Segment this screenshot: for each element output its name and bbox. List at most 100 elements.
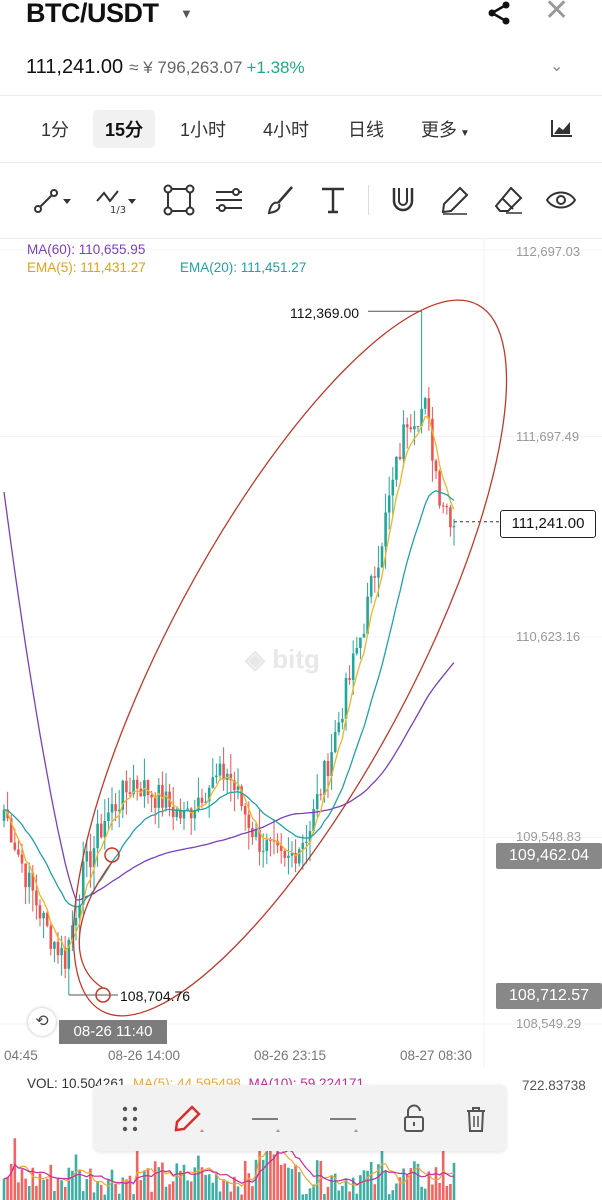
ma60-line [3, 491, 455, 901]
volume-bar [27, 1186, 31, 1200]
volume-bar [222, 1179, 225, 1200]
volume-bar [423, 1188, 427, 1200]
candle [387, 495, 391, 513]
share-icon[interactable] [484, 0, 514, 26]
volume-bar [283, 1163, 287, 1200]
candle [222, 763, 225, 780]
volume-bar [153, 1161, 157, 1200]
price-chart[interactable]: ◈ bitg [0, 238, 602, 1200]
volume-bar [215, 1172, 218, 1200]
candle [369, 576, 373, 597]
volume-bar [233, 1176, 236, 1200]
tab-daily[interactable]: 日线 [348, 120, 384, 140]
candle [344, 677, 348, 719]
tab-4hour[interactable]: 4小时 [263, 120, 310, 140]
volume-bar [323, 1193, 326, 1200]
volume-bar [341, 1185, 344, 1200]
candle [251, 827, 254, 837]
volume-bar [420, 1186, 423, 1200]
volume-bar [294, 1164, 297, 1200]
brush-tool-icon[interactable] [264, 183, 298, 217]
volume-bar [6, 1176, 9, 1200]
chart-type-icon[interactable] [550, 118, 574, 138]
candle [103, 821, 107, 838]
line-tool-icon[interactable] [30, 183, 74, 217]
eraser-icon[interactable] [492, 183, 526, 217]
candle [373, 576, 377, 578]
candle [45, 912, 49, 926]
tab-more[interactable]: 更多 ▼ [421, 116, 470, 142]
candle [49, 925, 53, 949]
candle [348, 677, 351, 680]
volume-bar [441, 1148, 445, 1200]
volume-bar [279, 1164, 283, 1200]
candle [128, 792, 132, 794]
legend-ema5: EMA(5): 111,431.27 [27, 260, 146, 275]
candle [229, 773, 233, 781]
candle [42, 912, 45, 919]
candle [2, 809, 6, 821]
pair-selector[interactable]: BTC/USDT [26, 0, 159, 28]
volume-bar [240, 1194, 243, 1200]
volume-bar [110, 1169, 114, 1200]
volume-bar [272, 1154, 276, 1200]
candle [179, 809, 182, 819]
volume-bar [49, 1164, 53, 1200]
volume-bar [45, 1178, 49, 1200]
volume-bar [276, 1139, 279, 1200]
expand-chevron-icon[interactable]: ⌄ [550, 58, 564, 75]
volume-bar [67, 1167, 71, 1200]
volume-ma10-line [3, 1149, 455, 1186]
y-tick-label: 108,549.29 [516, 1016, 582, 1031]
candle [319, 794, 323, 796]
candle [74, 917, 78, 926]
candle [409, 427, 413, 430]
candle [377, 567, 380, 578]
volume-bar [330, 1175, 333, 1200]
unlock-icon[interactable] [394, 1099, 434, 1139]
volume-bar [359, 1175, 362, 1200]
candle [326, 760, 330, 777]
drag-handle-icon[interactable] [110, 1099, 150, 1139]
volume-bar [290, 1168, 294, 1200]
chart-area[interactable]: ◈ bitg MA(60): 110,655.95 EMA(5): 111,43… [0, 238, 602, 1200]
tab-15min[interactable]: 15分 [93, 110, 156, 148]
shape-tool-icon[interactable] [162, 183, 196, 217]
wave-tool-icon[interactable]: 1/3 [94, 183, 140, 217]
delete-icon[interactable] [456, 1099, 496, 1139]
annotation-curve [78, 861, 113, 989]
eye-icon[interactable] [544, 183, 578, 217]
fib-tool-icon[interactable] [212, 183, 246, 217]
x-tick-label: 08-27 08:30 [400, 1048, 473, 1063]
candle [215, 775, 218, 778]
reset-chart-icon[interactable]: ⟲ [28, 1008, 56, 1036]
candle [135, 779, 139, 789]
price-row: 111,241.00 ≈ ¥ 796,263.07 +1.38% [26, 56, 305, 79]
candle [13, 842, 17, 850]
volume-bar [78, 1169, 81, 1200]
volume-bar [157, 1167, 161, 1200]
line-width-icon[interactable] [324, 1099, 364, 1139]
color-pencil-icon[interactable] [168, 1099, 208, 1139]
close-icon[interactable]: ✕ [544, 0, 570, 27]
text-tool-icon[interactable] [316, 183, 350, 217]
volume-bar [89, 1168, 92, 1200]
pair-dropdown-icon[interactable]: ▼ [180, 6, 193, 21]
ema20-line [3, 489, 455, 908]
volume-bar [31, 1167, 35, 1200]
candle [157, 784, 161, 808]
volume-bar [261, 1159, 265, 1200]
volume-bar [121, 1177, 125, 1200]
candle [305, 841, 308, 843]
line-style-icon[interactable] [246, 1099, 286, 1139]
candle [24, 863, 27, 888]
volume-bar [409, 1168, 413, 1200]
volume-bar [305, 1194, 308, 1200]
y-tick-label: 112,697.03 [516, 244, 581, 259]
volume-bar [2, 1178, 6, 1200]
candle [150, 795, 153, 798]
magnet-icon[interactable] [386, 183, 420, 217]
tab-1hour[interactable]: 1小时 [180, 120, 227, 140]
tab-1min[interactable]: 1分 [41, 120, 70, 140]
pencil-icon[interactable] [438, 183, 472, 217]
